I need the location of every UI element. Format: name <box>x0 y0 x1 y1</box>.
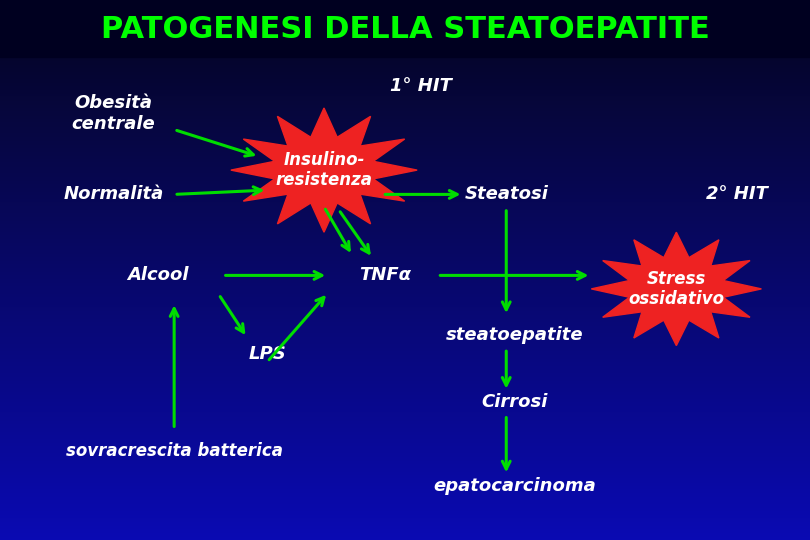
Text: epatocarcinoma: epatocarcinoma <box>433 477 595 495</box>
Text: LPS: LPS <box>249 345 286 363</box>
Text: 1° HIT: 1° HIT <box>390 77 452 96</box>
Text: Cirrosi: Cirrosi <box>481 393 548 411</box>
Text: sovracrescita batterica: sovracrescita batterica <box>66 442 283 460</box>
Text: Obesità
centrale: Obesità centrale <box>71 94 156 133</box>
Text: steatoepatite: steatoepatite <box>446 326 583 344</box>
Text: TNFα: TNFα <box>359 266 411 285</box>
Text: Stress
ossidativo: Stress ossidativo <box>629 269 724 308</box>
Polygon shape <box>231 108 417 232</box>
Bar <box>0 0 810 57</box>
Text: Steatosi: Steatosi <box>464 185 548 204</box>
Text: PATOGENESI DELLA STEATOEPATITE: PATOGENESI DELLA STEATOEPATITE <box>100 15 710 44</box>
Text: Normalità: Normalità <box>63 185 164 204</box>
Text: 2° HIT: 2° HIT <box>706 185 768 204</box>
Polygon shape <box>591 232 761 346</box>
Text: Insulino-
resistenza: Insulino- resistenza <box>275 151 373 190</box>
Text: Alcool: Alcool <box>127 266 189 285</box>
